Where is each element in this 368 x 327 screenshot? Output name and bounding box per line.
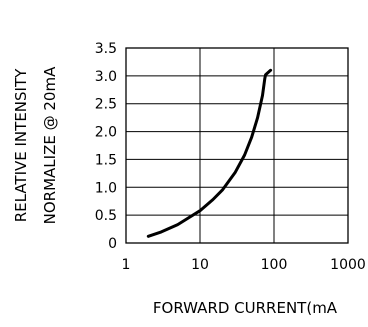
y-axis-title-line-1: RELATIVE INTENSITY [12, 68, 30, 222]
y-tick-label: 1.5 [95, 152, 117, 168]
y-tick-label: 3.5 [95, 41, 117, 57]
plot-frame [125, 47, 349, 244]
x-tick-label: 1000 [330, 257, 366, 273]
x-tick-label: 1 [122, 257, 131, 273]
y-axis-title-line-2: NORMALIZE @ 20mA [41, 66, 59, 224]
y-tick-label: 2.5 [95, 97, 117, 113]
grid [125, 47, 349, 244]
tick-labels: 0 0.5 1.0 1.5 2.0 2.5 3.0 3.5 1 10 100 1000 [95, 41, 366, 273]
y-tick-label: 0.5 [95, 208, 117, 224]
y-tick-label: 2.0 [95, 125, 117, 141]
x-tick-label: 100 [261, 257, 288, 273]
y-tick-label: 1.0 [95, 180, 117, 196]
x-axis-title: FORWARD CURRENT(mA [153, 299, 338, 317]
y-tick-label: 3.0 [95, 69, 117, 85]
y-tick-label: 0 [108, 236, 117, 252]
x-tick-label: 10 [191, 257, 209, 273]
series-line [146, 68, 273, 238]
